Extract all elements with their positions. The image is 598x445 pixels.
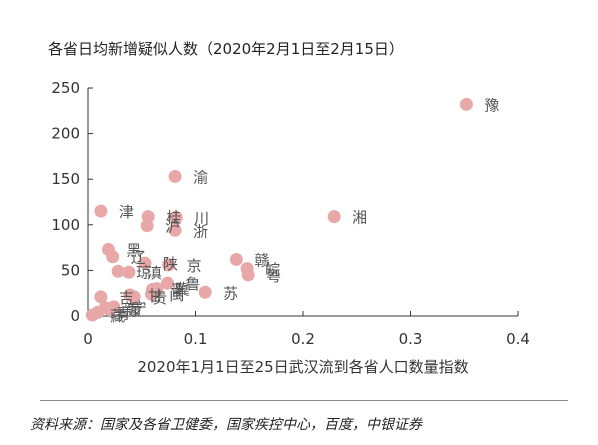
point-label: 新 bbox=[123, 300, 138, 318]
data-point bbox=[162, 258, 176, 272]
point-label: 京 bbox=[187, 257, 202, 275]
data-point bbox=[198, 285, 212, 299]
data-point bbox=[229, 252, 243, 266]
y-tick-label: 250 bbox=[51, 79, 80, 97]
data-point bbox=[138, 256, 152, 270]
point-label: 蒙 bbox=[128, 302, 143, 320]
point-label: 琼 bbox=[136, 263, 151, 281]
data-point bbox=[85, 308, 99, 322]
point-label: 闽 bbox=[169, 286, 184, 304]
data-point bbox=[168, 169, 182, 183]
x-tick-label: 0.4 bbox=[506, 330, 530, 348]
point-label: 宁 bbox=[132, 299, 147, 317]
x-axis-label: 2020年1月1日至25日武汉流到各省人口数量指数 bbox=[137, 358, 469, 376]
point-label: 津 bbox=[119, 203, 134, 221]
source-note: 资料来源：国家及各省卫健委，国家疾控中心，百度，中银证券 bbox=[30, 417, 422, 433]
point-label: 晋 bbox=[171, 282, 186, 300]
data-point bbox=[168, 223, 182, 237]
point-label: 吉 bbox=[119, 289, 134, 307]
data-point bbox=[144, 287, 158, 301]
point-label: 皖 bbox=[265, 261, 280, 279]
point-label: 藏 bbox=[110, 307, 125, 325]
data-point bbox=[161, 276, 175, 290]
y-tick-label: 0 bbox=[70, 307, 80, 325]
point-label: 湘 bbox=[352, 209, 367, 227]
data-point bbox=[169, 211, 183, 225]
point-label: 川 bbox=[194, 210, 209, 228]
point-label: 鲁 bbox=[186, 275, 201, 293]
data-point bbox=[327, 210, 341, 224]
data-point bbox=[459, 97, 473, 111]
point-label: 贵 bbox=[152, 289, 167, 307]
point-label: 陕 bbox=[163, 255, 178, 273]
point-label: 浙 bbox=[193, 222, 208, 240]
divider bbox=[40, 400, 568, 401]
point-label: 黑 bbox=[126, 241, 141, 259]
point-label: 渝 bbox=[193, 168, 208, 186]
point-label: 粤 bbox=[266, 267, 281, 285]
point-label: 赣 bbox=[254, 251, 269, 269]
point-label: 青 bbox=[116, 304, 131, 322]
point-label: 豫 bbox=[484, 96, 499, 114]
y-tick-label: 50 bbox=[61, 261, 80, 279]
point-label: 滇 bbox=[147, 264, 162, 282]
data-point bbox=[111, 264, 125, 278]
data-point bbox=[122, 265, 136, 279]
data-point bbox=[94, 290, 108, 304]
point-label: 辽 bbox=[131, 249, 146, 267]
data-point bbox=[103, 303, 116, 317]
chart-title: 各省日均新增疑似人数（2020年2月1日至2月15日） bbox=[48, 40, 404, 58]
data-point bbox=[123, 288, 137, 302]
data-points bbox=[85, 97, 473, 322]
data-point bbox=[94, 204, 108, 218]
point-label: 沪 bbox=[165, 218, 180, 236]
point-label: 冀 bbox=[175, 281, 190, 299]
data-point bbox=[241, 268, 255, 282]
x-tick-label: 0 bbox=[83, 330, 93, 348]
point-label: 苏 bbox=[223, 284, 238, 302]
y-tick-label: 100 bbox=[51, 216, 80, 234]
x-tick-label: 0.1 bbox=[184, 330, 208, 348]
axes: 0 50 100 150 200 250 0 0.1 0.2 0.3 0.4 bbox=[51, 79, 530, 348]
y-tick-label: 200 bbox=[51, 125, 80, 143]
data-point bbox=[140, 219, 154, 233]
data-point bbox=[106, 250, 120, 264]
point-labels: 豫湘 渝津 桂川沪 浙黑辽 赣皖粤 陕 京 琼滇鲁苏 晋冀闽贵吉 甘宁新蒙青藏 bbox=[110, 96, 499, 325]
y-tick-label: 150 bbox=[51, 170, 80, 188]
x-tick-label: 0.2 bbox=[291, 330, 315, 348]
x-tick-label: 0.3 bbox=[399, 330, 423, 348]
point-label: 甘 bbox=[148, 287, 163, 305]
point-label: 桂 bbox=[166, 209, 181, 227]
